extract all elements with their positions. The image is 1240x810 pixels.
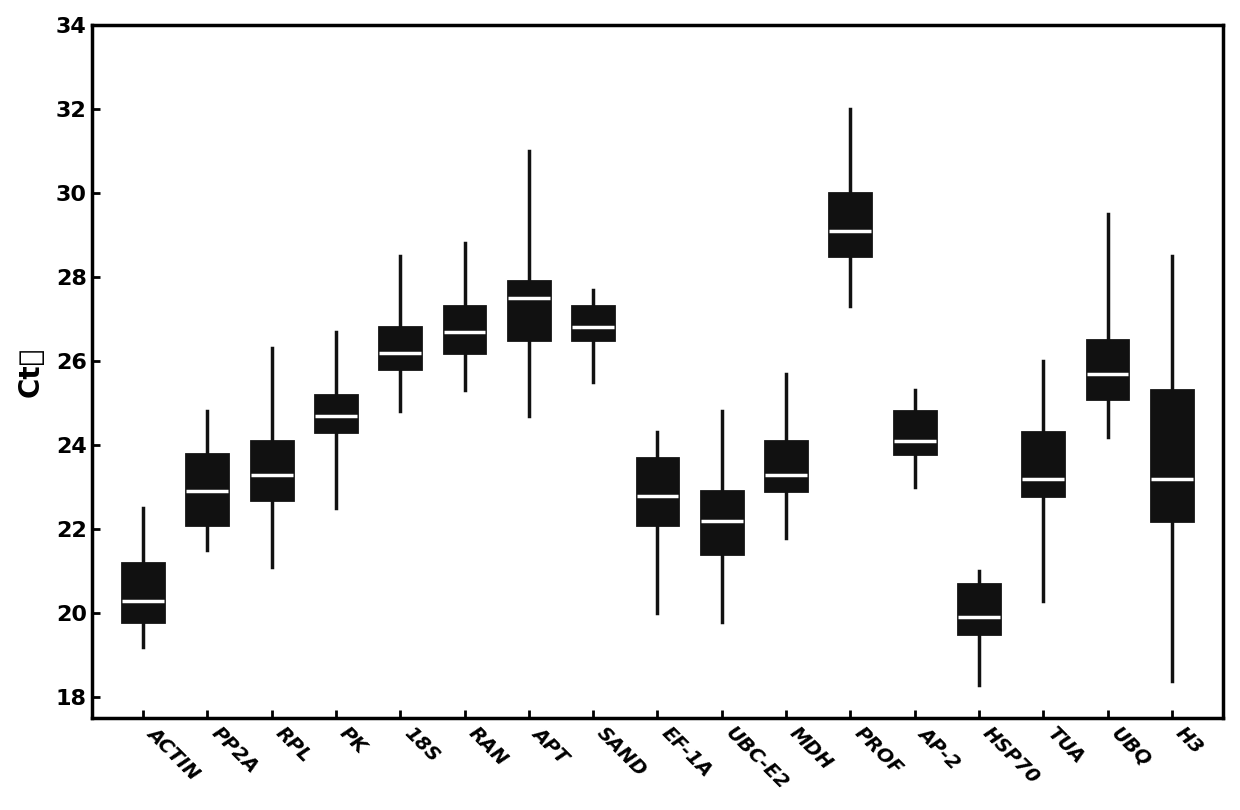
PathPatch shape <box>1151 390 1193 521</box>
PathPatch shape <box>186 454 228 525</box>
Y-axis label: Ct值: Ct值 <box>16 347 45 397</box>
PathPatch shape <box>830 193 872 256</box>
PathPatch shape <box>379 327 422 369</box>
PathPatch shape <box>508 281 549 340</box>
PathPatch shape <box>1023 433 1064 496</box>
PathPatch shape <box>444 306 486 352</box>
PathPatch shape <box>959 584 999 634</box>
PathPatch shape <box>636 458 678 525</box>
PathPatch shape <box>573 306 614 340</box>
PathPatch shape <box>701 492 743 554</box>
PathPatch shape <box>765 441 807 492</box>
PathPatch shape <box>315 394 357 433</box>
PathPatch shape <box>894 411 936 454</box>
PathPatch shape <box>250 441 293 500</box>
PathPatch shape <box>123 563 164 622</box>
PathPatch shape <box>1086 340 1128 399</box>
